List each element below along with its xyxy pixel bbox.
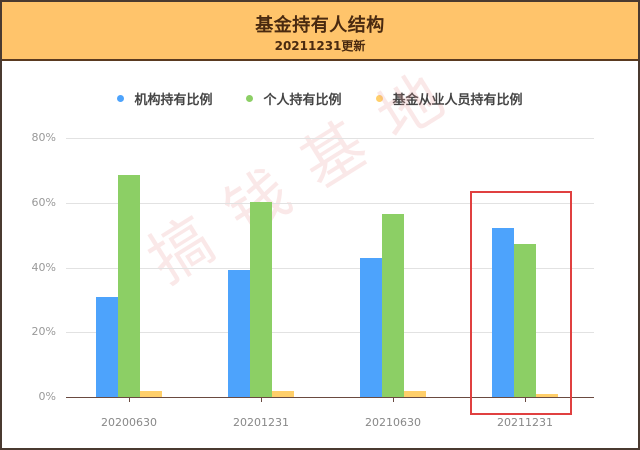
x-axis-line <box>66 397 594 398</box>
y-tick-label: 80% <box>31 131 56 144</box>
legend-dot-icon <box>246 95 254 102</box>
gridline <box>66 202 594 204</box>
bar[interactable] <box>228 270 250 397</box>
chart-subtitle: 20211231更新 <box>274 39 366 53</box>
bar[interactable] <box>272 391 294 397</box>
legend-label: 基金从业人员持有比例 <box>392 93 523 108</box>
chart-title: 基金持有人结构 <box>255 15 385 36</box>
bar[interactable] <box>492 228 514 397</box>
bar[interactable] <box>404 390 426 397</box>
legend-label: 个人持有比例 <box>263 93 342 108</box>
watermark: 搞钱基地 <box>135 44 480 298</box>
y-tick-label: 40% <box>31 260 56 274</box>
chart-legend: 机构持有比例 个人持有比例 基金从业人员持有比例 <box>2 89 638 108</box>
bar[interactable] <box>140 390 162 397</box>
x-tick-label: 20210630 <box>365 416 421 429</box>
y-tick-label: 20% <box>31 325 56 339</box>
x-tick <box>393 398 394 402</box>
x-tick <box>261 398 262 402</box>
highlight-box <box>470 191 572 415</box>
bar[interactable] <box>514 244 536 397</box>
legend-label: 机构持有比例 <box>134 93 213 108</box>
bar[interactable] <box>96 296 118 397</box>
gridline <box>66 138 594 139</box>
y-tick-label: 60% <box>31 195 56 209</box>
bar[interactable] <box>382 213 404 397</box>
chart-header: 基金持有人结构 20211231更新 <box>2 2 638 61</box>
x-tick-label: 20201231 <box>233 416 289 429</box>
legend-item-employee[interactable]: 基金从业人员持有比例 <box>375 89 523 108</box>
y-tick-label: 0% <box>38 390 56 403</box>
bar[interactable] <box>250 201 272 397</box>
legend-item-individual[interactable]: 个人持有比例 <box>246 89 342 108</box>
legend-dot-icon <box>117 95 125 102</box>
bar[interactable] <box>536 394 558 397</box>
gridline <box>66 267 594 269</box>
x-tick <box>129 398 130 402</box>
legend-dot-icon <box>375 95 383 102</box>
legend-item-institutional[interactable]: 机构持有比例 <box>117 89 212 108</box>
bar[interactable] <box>360 258 382 397</box>
bar[interactable] <box>118 174 140 397</box>
x-tick-label: 20200630 <box>101 416 157 429</box>
x-tick <box>525 398 526 402</box>
gridline <box>66 332 594 334</box>
x-tick-label: 20211231 <box>497 416 553 429</box>
